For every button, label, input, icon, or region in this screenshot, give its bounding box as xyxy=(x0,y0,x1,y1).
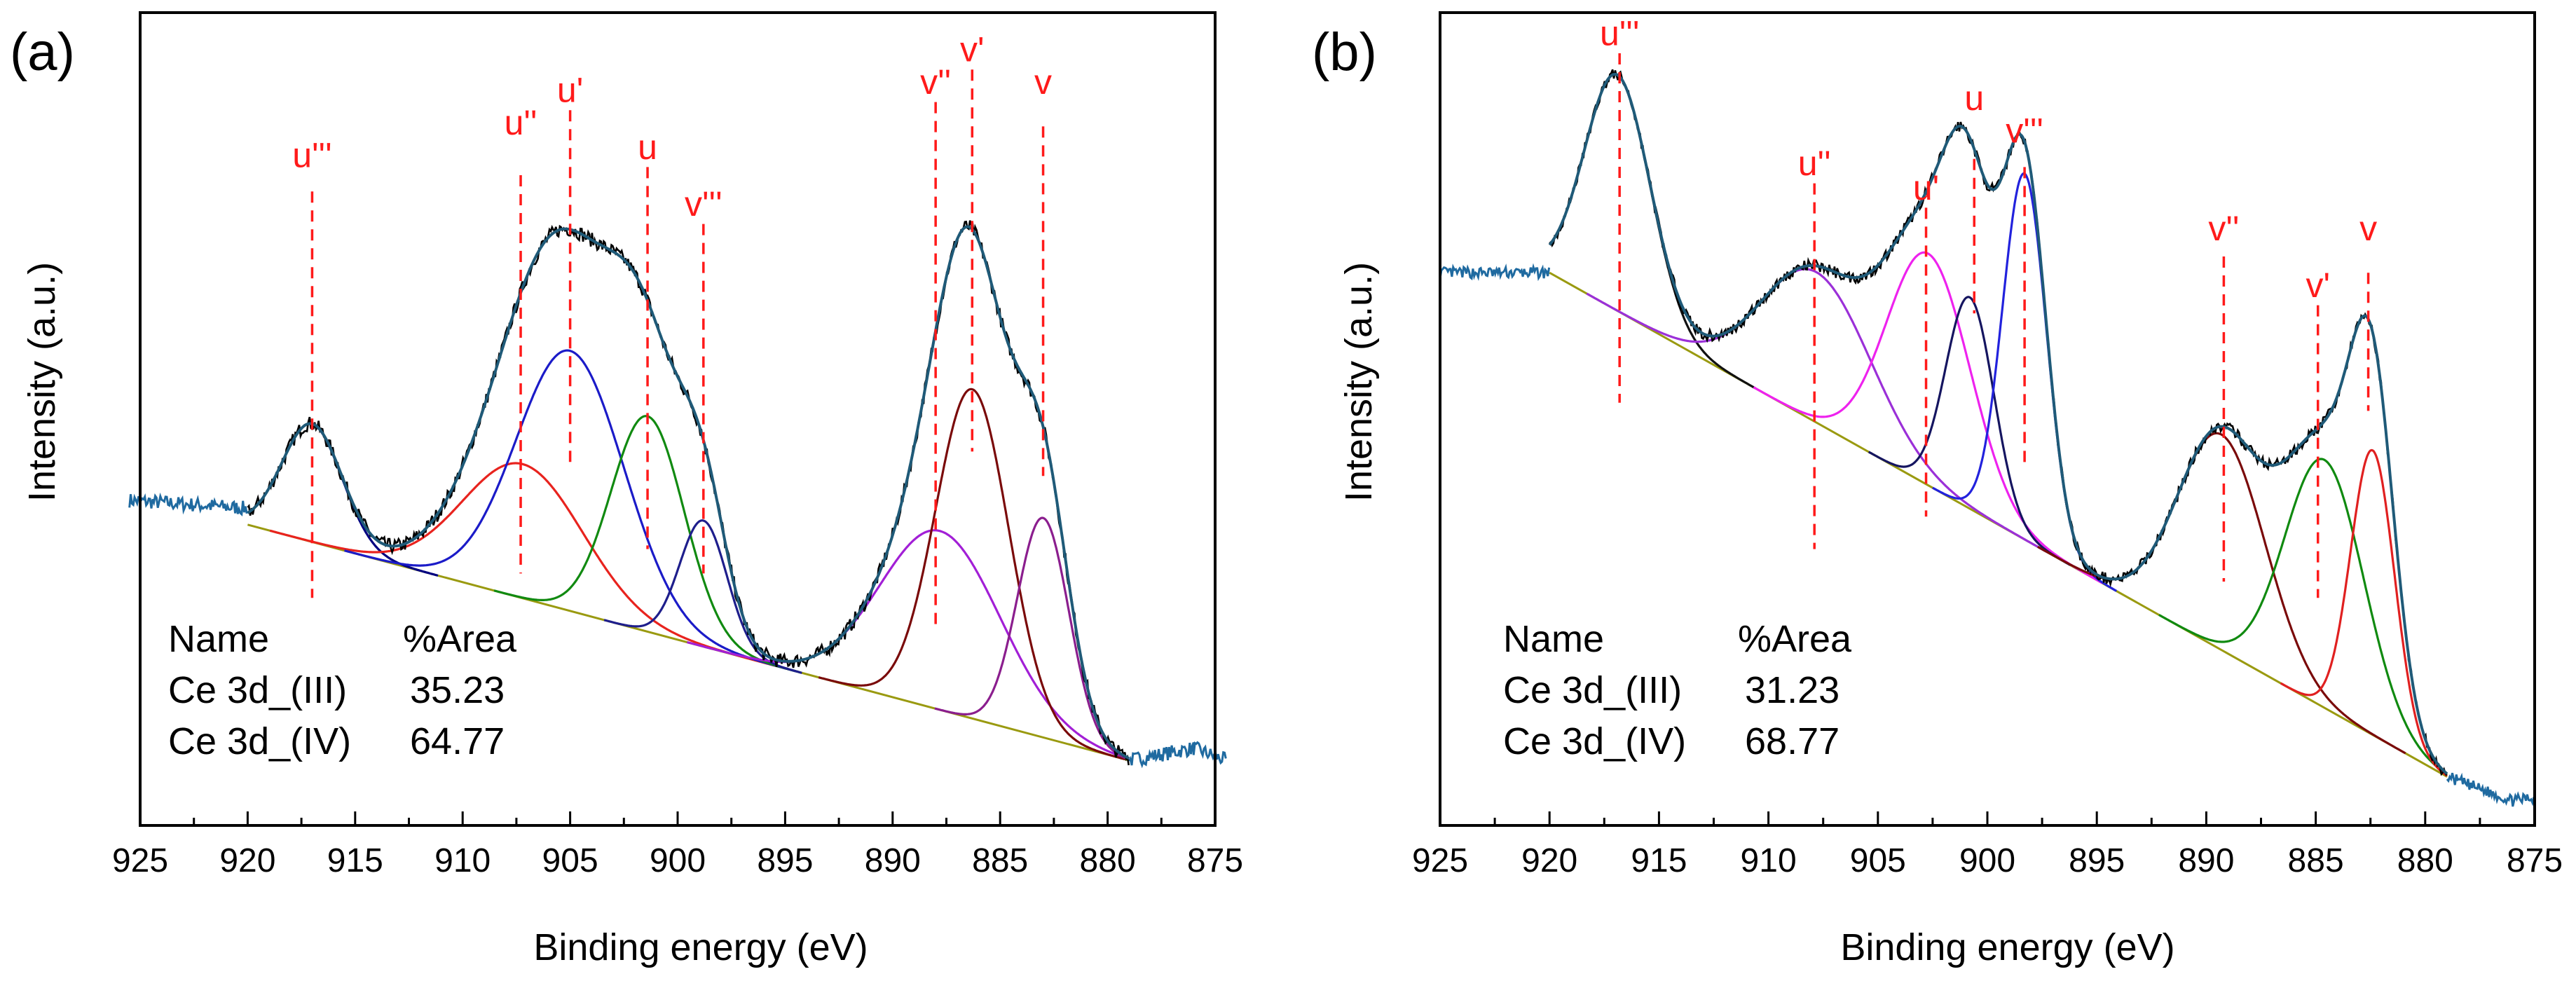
x-tick-label: 915 xyxy=(327,842,383,879)
peak-label: v''' xyxy=(2006,111,2043,151)
x-tick-label: 890 xyxy=(2178,842,2234,879)
peak-label: v xyxy=(1034,62,1052,102)
peak-label: v''' xyxy=(685,184,722,224)
component-peak xyxy=(1586,268,2048,553)
raw-spectrum xyxy=(1549,69,2448,776)
x-tick-label: 910 xyxy=(1741,842,1797,879)
area-table-header-area: %Area xyxy=(1738,618,1852,660)
component-peak xyxy=(934,516,1129,760)
component-peak xyxy=(344,349,797,673)
component-peak xyxy=(2158,458,2448,776)
panel-b-ylabel: Intensity (a.u.) xyxy=(1338,262,1380,502)
peak-label: u'' xyxy=(505,103,537,142)
panel-a-xlabel: Binding energy (eV) xyxy=(533,926,868,968)
panel-a-peak-labels: u''' u'' u' u v''' v'' v' v xyxy=(292,30,1052,631)
x-tick-label: 900 xyxy=(650,842,706,879)
area-table-row-value: 31.23 xyxy=(1745,669,1839,711)
x-tick-label: 895 xyxy=(2069,842,2125,879)
x-tick-label: 900 xyxy=(1959,842,2015,879)
fit-envelope xyxy=(247,225,1130,760)
peak-label: u''' xyxy=(292,135,331,174)
peak-label: v' xyxy=(960,30,985,69)
area-table-row-value: 35.23 xyxy=(410,669,505,711)
panel-a-plot-area xyxy=(128,220,1227,769)
area-table-row-name: Ce 3d_(III) xyxy=(1503,669,1682,711)
measured-spectrum-tail xyxy=(128,492,248,516)
area-table-row-name: Ce 3d_(IV) xyxy=(1503,720,1686,762)
peak-label: u xyxy=(638,128,657,167)
component-peak xyxy=(1753,251,2104,584)
x-tick-label: 875 xyxy=(1187,842,1243,879)
area-table-row-name: Ce 3d_(IV) xyxy=(168,720,351,762)
peak-label: u' xyxy=(557,71,583,110)
x-tick-label: 920 xyxy=(1521,842,1577,879)
panel-a: (a) Intensity (a.u.) Binding energy (eV)… xyxy=(10,11,1243,968)
peak-label: v' xyxy=(2306,266,2330,305)
measured-spectrum-tail xyxy=(1128,741,1227,769)
component-peak xyxy=(687,529,1130,760)
x-tick-label: 880 xyxy=(2397,842,2453,879)
x-tick-label: 890 xyxy=(865,842,921,879)
panel-b-frame xyxy=(1439,11,2536,827)
panel-b-plot-area xyxy=(1439,69,2535,807)
measured-spectrum-tail xyxy=(1439,263,1551,282)
panel-a-ylabel: Intensity (a.u.) xyxy=(21,262,63,502)
panel-b-xlabel: Binding energy (eV) xyxy=(1840,926,2174,968)
component-peak xyxy=(2280,448,2448,777)
panel-a-frame xyxy=(139,11,1217,827)
x-tick-label: 925 xyxy=(112,842,168,879)
area-table-header-name: Name xyxy=(1503,618,1604,660)
peak-label: u'' xyxy=(1798,144,1831,183)
panel-b: (b) Intensity (a.u.) Binding energy (eV)… xyxy=(1312,11,2563,968)
area-table-row-name: Ce 3d_(III) xyxy=(168,669,347,711)
x-tick-label: 875 xyxy=(2507,842,2563,879)
peak-label: u''' xyxy=(1600,13,1639,53)
x-tick-label: 910 xyxy=(434,842,491,879)
peak-label: v xyxy=(2359,209,2377,248)
area-table-header-area: %Area xyxy=(403,618,517,660)
component-peak xyxy=(818,387,1125,761)
panel-b-x-ticks: 925 920 915 910 905 900 895 890 885 880 875 xyxy=(1412,811,2563,879)
x-tick-label: 885 xyxy=(2288,842,2344,879)
x-tick-label: 885 xyxy=(972,842,1028,879)
peak-label: u' xyxy=(1913,168,1939,207)
panel-a-x-ticks: 925 920 915 910 905 900 895 890 885 880 875 xyxy=(112,811,1243,879)
component-peak xyxy=(1868,296,2071,566)
area-table-row-value: 64.77 xyxy=(410,720,505,762)
fit-envelope xyxy=(1548,72,2448,775)
panel-a-label: (a) xyxy=(10,22,75,82)
area-table-header-name: Name xyxy=(168,618,269,660)
x-tick-label: 905 xyxy=(542,842,598,879)
panel-b-peak-labels: u''' u'' u' u v''' v'' v' v xyxy=(1600,13,2377,598)
component-peak xyxy=(269,462,776,667)
x-tick-label: 920 xyxy=(219,842,275,879)
panel-b-area-table: Name %Area Ce 3d_(III) 31.23 Ce 3d_(IV) … xyxy=(1503,618,1852,762)
measured-spectrum-tail xyxy=(2446,772,2535,807)
panel-b-label: (b) xyxy=(1312,22,1377,82)
panel-a-area-table: Name %Area Ce 3d_(III) 35.23 Ce 3d_(IV) … xyxy=(168,618,517,762)
x-tick-label: 895 xyxy=(757,842,813,879)
x-tick-label: 925 xyxy=(1412,842,1468,879)
x-tick-label: 880 xyxy=(1080,842,1136,879)
peak-label: v'' xyxy=(920,62,951,102)
x-tick-label: 915 xyxy=(1631,842,1687,879)
x-tick-label: 905 xyxy=(1850,842,1906,879)
area-table-row-value: 68.77 xyxy=(1745,720,1839,762)
peak-label: v'' xyxy=(2208,209,2239,248)
peak-label: u xyxy=(1964,78,1984,118)
